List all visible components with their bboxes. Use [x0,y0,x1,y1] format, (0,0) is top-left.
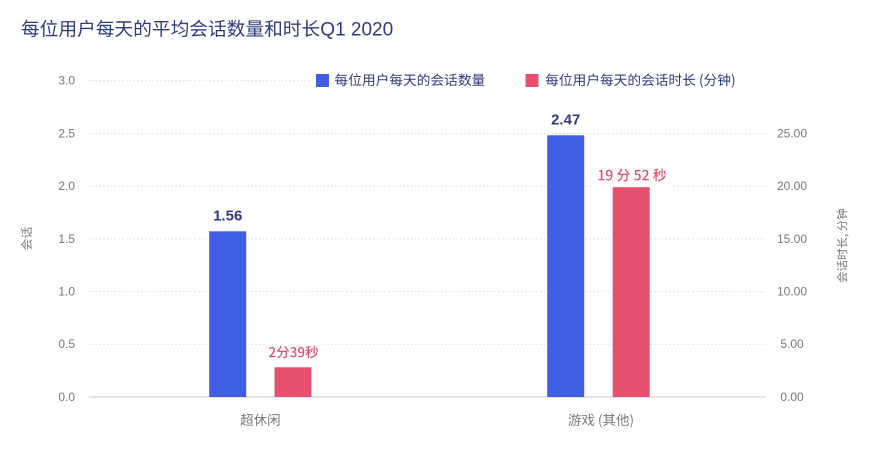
svg-text:1.5: 1.5 [58,232,75,246]
svg-text:10.00: 10.00 [777,285,807,299]
svg-text:25.00: 25.00 [777,126,807,140]
svg-text:0.5: 0.5 [58,337,75,351]
svg-text:Q1 2020: Q1 2020 [320,20,393,41]
svg-text:1.56: 1.56 [213,208,242,225]
svg-text:2.0: 2.0 [58,179,75,193]
svg-text:5.00: 5.00 [780,337,804,351]
svg-text:2.5: 2.5 [58,126,75,140]
svg-text:1.0: 1.0 [58,285,75,299]
svg-text:0.00: 0.00 [780,390,804,404]
svg-text:20.00: 20.00 [777,179,807,193]
svg-text:0.0: 0.0 [58,390,75,404]
svg-text:2.47: 2.47 [551,112,580,129]
svg-text:15.00: 15.00 [777,232,807,246]
svg-text:3.0: 3.0 [58,74,75,88]
